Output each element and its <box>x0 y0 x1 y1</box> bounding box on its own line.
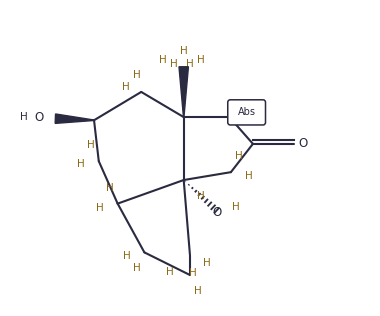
Text: H: H <box>245 171 253 181</box>
Text: H: H <box>235 151 243 161</box>
Polygon shape <box>179 67 188 117</box>
Text: O: O <box>212 206 222 219</box>
Text: H: H <box>166 267 173 277</box>
Text: H: H <box>197 191 205 201</box>
Text: H: H <box>95 203 103 213</box>
Text: H: H <box>133 263 140 273</box>
Text: H: H <box>197 56 205 65</box>
Text: H: H <box>186 58 194 69</box>
Polygon shape <box>55 114 94 123</box>
Text: H: H <box>203 258 211 268</box>
Text: H: H <box>123 251 131 261</box>
Text: H: H <box>20 112 28 122</box>
Text: H: H <box>159 56 167 65</box>
Text: H: H <box>170 58 178 69</box>
Text: H: H <box>133 70 140 80</box>
Text: H: H <box>77 159 84 169</box>
FancyBboxPatch shape <box>228 100 266 125</box>
Text: H: H <box>194 286 202 296</box>
Text: O: O <box>34 111 44 124</box>
Text: H: H <box>87 140 95 150</box>
Text: H: H <box>180 46 188 56</box>
Text: O: O <box>299 137 308 150</box>
Text: H: H <box>189 268 197 278</box>
Text: H: H <box>122 82 129 92</box>
Text: Abs: Abs <box>238 107 256 117</box>
Text: H: H <box>232 202 239 212</box>
Text: H: H <box>106 183 114 193</box>
